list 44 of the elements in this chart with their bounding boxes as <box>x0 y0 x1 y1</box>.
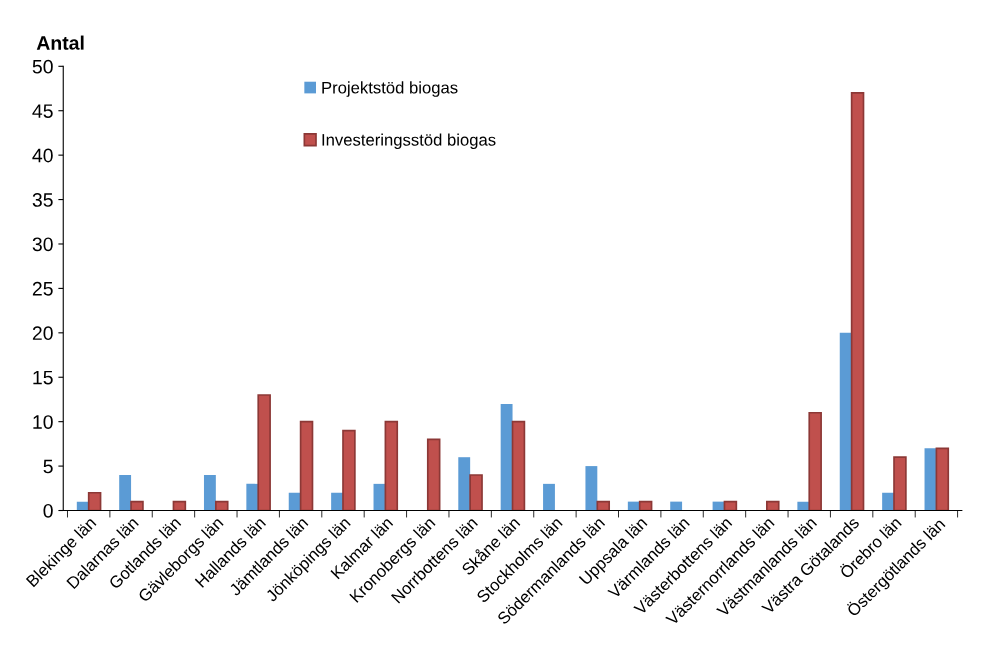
bar <box>766 500 780 511</box>
bar <box>130 500 144 511</box>
y-tick-label: 40 <box>32 148 53 163</box>
y-tick-label: 10 <box>33 415 53 429</box>
bar <box>808 411 822 511</box>
bar <box>723 500 738 511</box>
bar <box>893 456 907 511</box>
y-tick-label: 20 <box>32 326 53 341</box>
bar <box>257 394 271 511</box>
y-tick-label: 30 <box>32 237 53 252</box>
bar <box>342 429 356 511</box>
bar <box>469 474 483 511</box>
y-tick-label: 5 <box>43 459 53 474</box>
y-tick-label: 0 <box>43 503 53 518</box>
bar <box>596 500 611 511</box>
y-tick-label: 45 <box>32 104 53 118</box>
y-tick-label: 15 <box>33 370 53 385</box>
bar <box>585 466 598 511</box>
bar <box>203 474 216 511</box>
y-axis-title: Antal <box>36 35 84 50</box>
bar <box>935 447 950 511</box>
y-tick-label: 35 <box>32 193 53 207</box>
bar <box>246 483 259 511</box>
y-tick-label: 25 <box>32 281 53 296</box>
legend-label: Projektstöd biogas <box>322 81 458 97</box>
bar <box>299 420 314 511</box>
y-tick-label: 50 <box>32 59 53 74</box>
bar <box>850 92 865 511</box>
bar <box>215 500 229 511</box>
bar <box>119 474 132 511</box>
bar <box>458 457 471 511</box>
bar <box>426 438 441 511</box>
bar <box>87 491 102 511</box>
bar <box>511 420 526 511</box>
bar <box>924 448 937 511</box>
legend-label: Investeringsstöd biogas <box>322 133 496 150</box>
bar <box>500 403 513 511</box>
bar <box>638 500 653 511</box>
bar <box>373 483 386 511</box>
bar <box>543 483 555 511</box>
bar <box>384 420 399 511</box>
bar <box>839 332 852 511</box>
bar <box>670 501 683 511</box>
bar <box>172 500 187 511</box>
